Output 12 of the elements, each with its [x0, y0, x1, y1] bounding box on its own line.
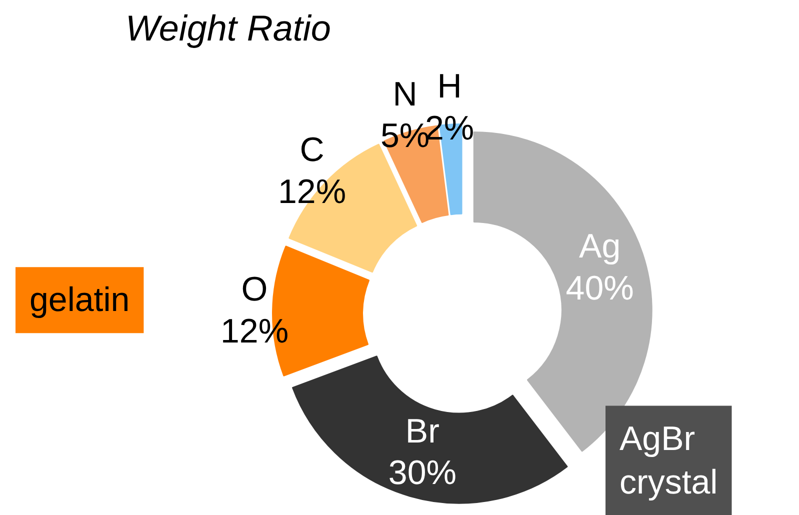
- slice-label: H: [437, 68, 462, 106]
- text: AgBr crystal: [620, 420, 718, 502]
- data-label: 30%: [388, 454, 456, 492]
- slice-label: O: [241, 270, 268, 309]
- slice-label: N: [392, 75, 418, 114]
- data-label: 12%: [278, 173, 346, 212]
- chart-title: Weight Ratio: [126, 8, 331, 48]
- data-label: 40%: [566, 269, 634, 308]
- text: gelatin: [30, 281, 130, 320]
- slice-label: Ag: [579, 228, 621, 266]
- slice-label: C: [300, 131, 324, 170]
- slice-label: Br: [405, 412, 440, 450]
